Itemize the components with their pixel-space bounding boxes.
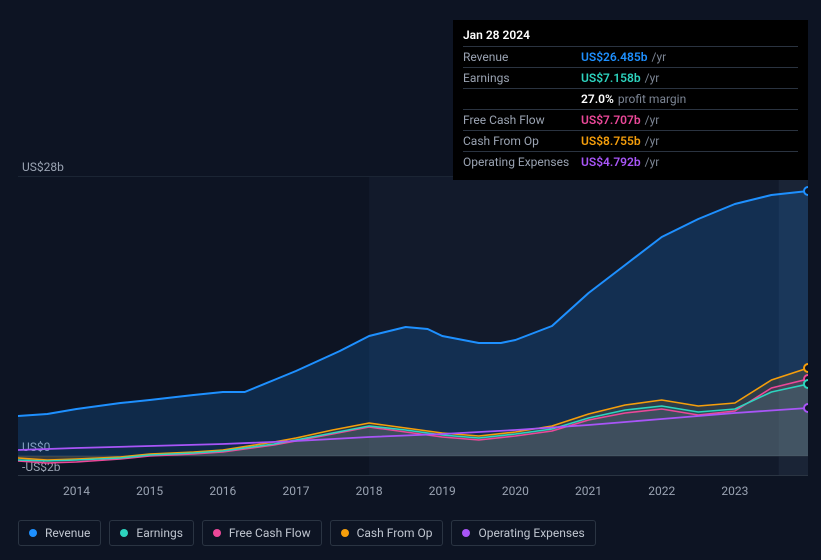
tooltip-value: 27.0% <box>581 92 614 106</box>
legend-item-earnings[interactable]: Earnings <box>109 520 194 546</box>
tooltip-row-opex: Operating Expenses US$4.792b /yr <box>463 151 798 172</box>
xaxis-tick-label: 2021 <box>575 484 602 498</box>
xaxis-tick-label: 2019 <box>429 484 456 498</box>
tooltip-value: US$8.755b <box>581 134 641 148</box>
xaxis-tick-label: 2016 <box>209 484 236 498</box>
tooltip-value: US$4.792b <box>581 155 641 169</box>
tooltip-row-revenue: Revenue US$26.485b /yr <box>463 46 798 67</box>
tooltip-value: US$7.707b <box>581 113 641 127</box>
tooltip-value: US$7.158b <box>581 71 641 85</box>
yaxis-label-top: US$28b <box>22 160 64 174</box>
xaxis-tick-label: 2015 <box>136 484 163 498</box>
legend-dot-icon <box>120 529 128 537</box>
xaxis-labels: 2014 2015 2016 2017 2018 2019 2020 2021 2022 2023… <box>0 484 821 500</box>
legend-item-free-cash-flow[interactable]: Free Cash Flow <box>202 520 322 546</box>
legend-label: Earnings <box>136 526 183 540</box>
legend-label: Free Cash Flow <box>229 526 311 540</box>
tooltip-unit: /yr <box>645 113 660 127</box>
xaxis-tick-label: 2020 <box>502 484 529 498</box>
xaxis-tick-label: 2018 <box>356 484 383 498</box>
legend-label: Revenue <box>45 526 90 540</box>
tooltip-label: Cash From Op <box>463 134 581 148</box>
tooltip-panel: Jan 28 2024 Revenue US$26.485b /yr Earni… <box>453 20 808 180</box>
legend-dot-icon <box>29 529 37 537</box>
legend-item-cash-from-op[interactable]: Cash From Op <box>330 520 444 546</box>
tooltip-label: Earnings <box>463 71 581 85</box>
tooltip-label: Revenue <box>463 50 581 64</box>
legend-dot-icon <box>462 529 470 537</box>
legend-label: Operating Expenses <box>478 526 584 540</box>
legend-item-revenue[interactable]: Revenue <box>18 520 101 546</box>
legend: Revenue Earnings Free Cash Flow Cash From O… <box>18 520 596 546</box>
xaxis-tick-label: 2014 <box>63 484 90 498</box>
tooltip-row-earnings: Earnings US$7.158b /yr <box>463 67 798 88</box>
legend-dot-icon <box>341 529 349 537</box>
tooltip-value: US$26.485b <box>581 50 648 64</box>
tooltip-row-margin: 27.0% profit margin <box>463 88 798 109</box>
tooltip-unit: /yr <box>652 50 667 64</box>
legend-item-operating-expenses[interactable]: Operating Expenses <box>451 520 595 546</box>
tooltip-label: Operating Expenses <box>463 155 581 169</box>
legend-dot-icon <box>213 529 221 537</box>
tooltip-unit: profit margin <box>618 92 686 106</box>
tooltip-unit: /yr <box>645 155 660 169</box>
chart-area[interactable] <box>18 176 808 476</box>
tooltip-unit: /yr <box>645 71 660 85</box>
tooltip-unit: /yr <box>645 134 660 148</box>
legend-label: Cash From Op <box>357 526 433 540</box>
xaxis-tick-label: 2023 <box>721 484 748 498</box>
tooltip-date: Jan 28 2024 <box>463 26 798 46</box>
xaxis-tick-label: 2017 <box>282 484 309 498</box>
tooltip-row-cfo: Cash From Op US$8.755b /yr <box>463 130 798 151</box>
xaxis-tick-label: 2022 <box>648 484 675 498</box>
tooltip-label: Free Cash Flow <box>463 113 581 127</box>
tooltip-row-fcf: Free Cash Flow US$7.707b /yr <box>463 109 798 130</box>
